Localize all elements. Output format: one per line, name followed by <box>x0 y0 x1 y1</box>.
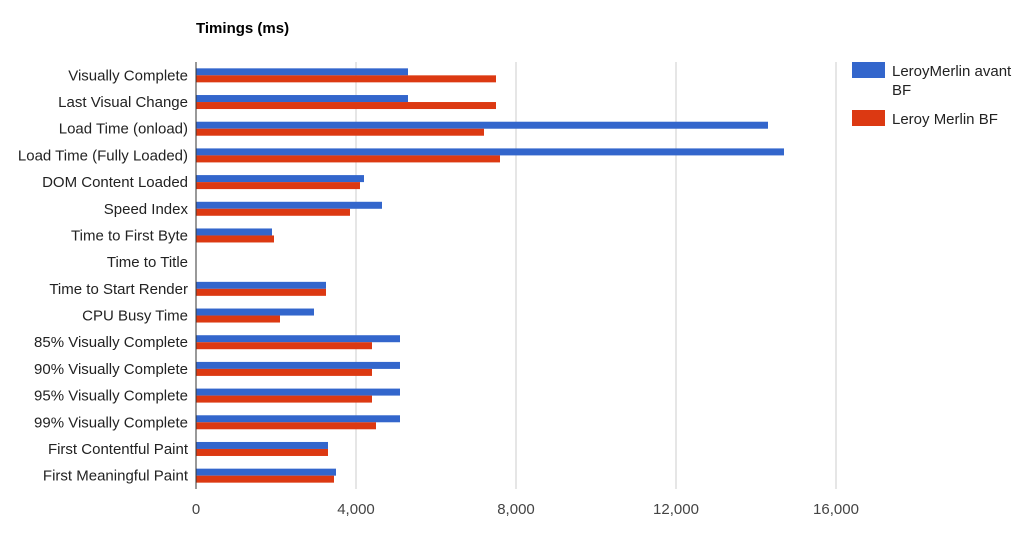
x-tick-label: 16,000 <box>813 501 859 518</box>
bar <box>196 95 408 103</box>
legend-label: Leroy Merlin BF <box>892 111 998 128</box>
x-tick-label: 4,000 <box>337 501 375 518</box>
category-label: CPU Busy Time <box>82 308 188 325</box>
bar <box>196 281 326 289</box>
bar <box>196 175 364 183</box>
legend: LeroyMerlin avant BF Leroy Merlin BF <box>852 62 1012 128</box>
bar <box>196 148 784 156</box>
x-tick-label: 12,000 <box>653 501 699 518</box>
bar <box>196 201 382 209</box>
bar <box>196 128 484 136</box>
bar <box>196 388 400 396</box>
category-label: 85% Visually Complete <box>34 334 188 351</box>
category-label: First Contentful Paint <box>48 441 189 458</box>
category-label: Speed Index <box>104 201 189 218</box>
bar <box>196 155 500 163</box>
bar <box>196 288 326 296</box>
bar <box>196 448 328 456</box>
legend-label: LeroyMerlin avant BF <box>892 63 1012 99</box>
x-tick-label: 8,000 <box>497 501 535 518</box>
bar <box>196 422 376 430</box>
bar <box>196 342 372 350</box>
bar <box>196 361 400 369</box>
x-tick-labels: 0 4,000 8,000 12,000 16,000 <box>192 501 859 518</box>
bar <box>196 315 280 323</box>
bar <box>196 335 400 343</box>
category-label: Time to First Byte <box>71 227 188 244</box>
category-label: Visually Complete <box>68 67 188 84</box>
category-label: 99% Visually Complete <box>34 414 188 431</box>
bar <box>196 75 496 83</box>
category-label: Load Time (onload) <box>59 121 188 138</box>
category-label: Time to Start Render <box>49 281 188 298</box>
chart-title: Timings (ms) <box>196 20 289 37</box>
category-label: 95% Visually Complete <box>34 388 188 405</box>
category-label: 90% Visually Complete <box>34 361 188 378</box>
category-label: First Meaningful Paint <box>43 468 189 485</box>
bar <box>196 415 400 423</box>
bar <box>196 102 496 110</box>
bar <box>196 308 314 316</box>
category-label: Last Visual Change <box>58 94 188 111</box>
bar <box>196 395 372 403</box>
legend-swatch <box>852 62 885 78</box>
bar <box>196 468 336 476</box>
category-labels: Visually Complete Last Visual Change Load … <box>18 67 189 484</box>
bar <box>196 228 272 236</box>
legend-swatch <box>852 110 885 126</box>
category-label: DOM Content Loaded <box>42 174 188 191</box>
bar <box>196 368 372 376</box>
category-label: Load Time (Fully Loaded) <box>18 147 188 164</box>
bar <box>196 182 360 190</box>
bar <box>196 208 350 216</box>
bar <box>196 68 408 76</box>
bar <box>196 235 274 243</box>
x-tick-label: 0 <box>192 501 200 518</box>
bar <box>196 441 328 449</box>
bars <box>196 68 784 483</box>
bar <box>196 475 334 483</box>
bar <box>196 121 768 129</box>
category-label: Time to Title <box>107 254 188 271</box>
